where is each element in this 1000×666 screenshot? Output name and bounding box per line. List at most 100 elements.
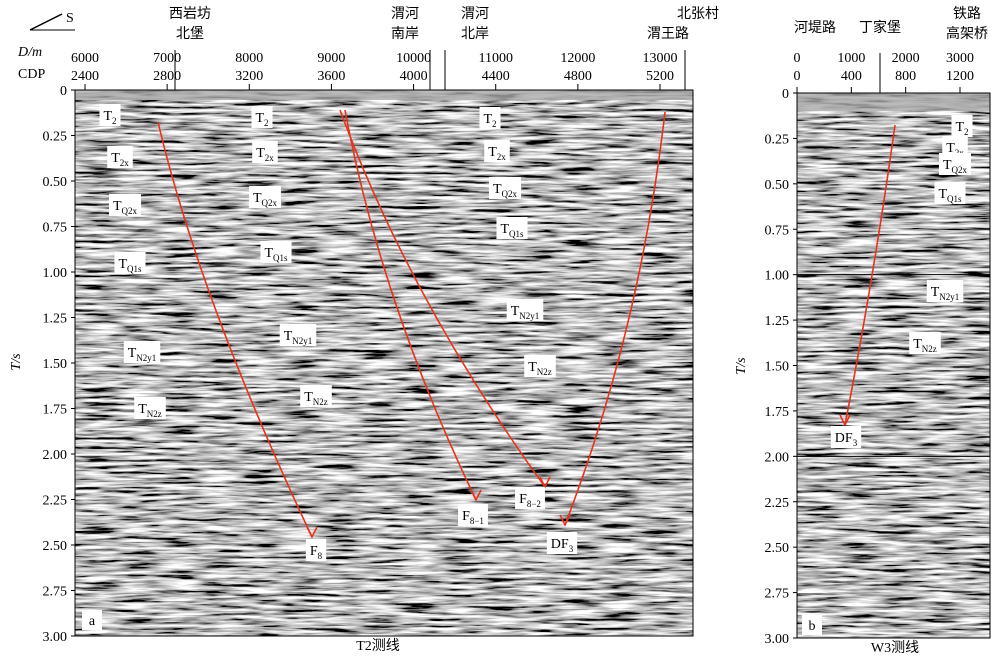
horizon-label-text: TN2z — [913, 337, 937, 354]
t-tick-label: 0.75 — [765, 223, 790, 238]
horizon-label-main: T — [304, 390, 313, 405]
horizon-label-main: T — [103, 109, 112, 124]
t-axis-title: T/s — [9, 353, 24, 371]
horizon-label-main: T — [488, 145, 497, 160]
cdp-tick-label: 3600 — [317, 69, 345, 84]
horizon-label-box — [108, 194, 142, 216]
distance-tick-label: 11000 — [478, 51, 512, 66]
distance-tick-label: 10000 — [396, 51, 431, 66]
horizon-label-text: TN2z — [528, 360, 552, 377]
panel-letter: b — [809, 619, 816, 634]
fault-label-main: F — [310, 544, 318, 559]
horizon-label-sub: N2z — [147, 409, 162, 419]
section-top-band — [797, 93, 990, 111]
horizon-label: TN2y1 — [279, 324, 317, 346]
horizon-label-text: TQ1s — [264, 246, 288, 263]
fault-line — [157, 121, 313, 538]
cdp-tick-label: 2400 — [71, 69, 99, 84]
fault-label: DF3 — [830, 426, 862, 448]
horizon-label-box — [251, 106, 273, 128]
horizon-label-main: T — [943, 158, 952, 173]
fault-label-sub: 8−2 — [527, 499, 541, 509]
place-label: 渭王路 — [647, 26, 689, 42]
t-tick-label: 2.00 — [43, 448, 68, 463]
t-tick-label: 2.25 — [765, 496, 790, 511]
horizon-label-box — [942, 136, 968, 158]
fault-label-box — [546, 532, 578, 554]
fault-label-box — [305, 539, 327, 561]
horizon-label-sub: Q2x — [502, 189, 518, 199]
cdp-tick-label: 4800 — [564, 69, 592, 84]
horizon-label-sub: 2 — [964, 127, 969, 137]
t-tick-label: 1.00 — [43, 266, 68, 281]
horizon-label: TQ2x — [938, 153, 972, 175]
horizon-label-text: T2x — [256, 146, 274, 163]
distance-tick-label: 0 — [794, 51, 801, 66]
horizon-label-main: T — [946, 141, 955, 156]
horizon-label-box — [99, 104, 121, 126]
seismic-section — [75, 90, 693, 636]
horizon-label-main: T — [493, 182, 502, 197]
horizon-label-sub: N2z — [313, 397, 328, 407]
horizon-label-text: TQ2x — [493, 182, 518, 199]
horizon-label-box — [926, 280, 964, 302]
fault-label: DF3 — [546, 532, 578, 554]
fault-arrow — [839, 414, 851, 427]
fault-label-sub: 8−1 — [470, 516, 484, 526]
horizon-label-text: TQ2x — [253, 191, 278, 208]
fault-label-text: DF3 — [835, 431, 858, 448]
place-label: 北张村 — [677, 6, 719, 22]
horizon-label-sub: Q2x — [262, 198, 278, 208]
horizon-label-main: T — [938, 187, 947, 202]
fault-arrow — [539, 476, 551, 489]
horizon-label: TQ2x — [108, 194, 142, 216]
fault-label-box — [458, 504, 488, 526]
fault-label-main: F — [462, 509, 470, 524]
place-label: 铁路 — [953, 6, 981, 22]
fault-label-main: F — [519, 492, 527, 507]
distance-tick-label: 12000 — [560, 51, 595, 66]
distance-tick-label: 3000 — [946, 51, 974, 66]
horizon-label-text: TQ1s — [118, 257, 142, 274]
horizon-label-sub: 2 — [112, 116, 117, 126]
fault-line — [844, 124, 896, 426]
horizon-label: TN2z — [134, 397, 166, 419]
horizon-label-text: T2x — [111, 151, 129, 168]
compass-label: S — [66, 11, 74, 26]
horizon-label-text: TN2y1 — [931, 285, 960, 302]
t-tick-label: 1.25 — [43, 312, 68, 327]
cdp-tick-label: 0 — [794, 69, 801, 84]
place-label: 北堡 — [176, 26, 204, 42]
t-tick-label: 0 — [782, 87, 789, 102]
t-tick-label: 0.50 — [43, 175, 68, 190]
horizon-label: TQ1s — [496, 217, 528, 239]
t-tick-label: 2.75 — [43, 585, 68, 600]
cdp-tick-label: 1200 — [946, 69, 974, 84]
fault-label-text: F8−2 — [519, 492, 541, 509]
distance-label: D/m — [17, 45, 42, 60]
horizon-label-main: T — [256, 146, 265, 161]
horizon-label: TN2z — [300, 385, 332, 407]
horizon-label-sub: 2x — [120, 158, 130, 168]
fault-line — [339, 109, 546, 488]
horizon-label-box — [479, 107, 501, 129]
horizon-label-sub: 2 — [264, 118, 269, 128]
horizon-label: TQ1s — [934, 182, 966, 204]
horizon-label-text: T2 — [483, 112, 496, 129]
horizon-label-main: T — [138, 402, 147, 417]
cdp-tick-label: 3200 — [235, 69, 263, 84]
horizon-label: T2 — [479, 107, 501, 129]
line-name: W3测线 — [871, 640, 919, 656]
horizon-label: TN2y1 — [506, 299, 544, 321]
fault-arrow — [559, 514, 571, 527]
horizon-label: T2 — [951, 115, 973, 137]
horizon-label-box — [524, 355, 556, 377]
horizon-label-text: TQ2x — [113, 199, 138, 216]
horizon-label-box — [134, 397, 166, 419]
horizon-label-text: TQ2x — [943, 158, 968, 175]
horizon-label-main: T — [113, 199, 122, 214]
horizon-label-main: T — [500, 222, 509, 237]
horizon-label-text: T2 — [255, 111, 268, 128]
horizon-label-main: T — [255, 111, 264, 126]
